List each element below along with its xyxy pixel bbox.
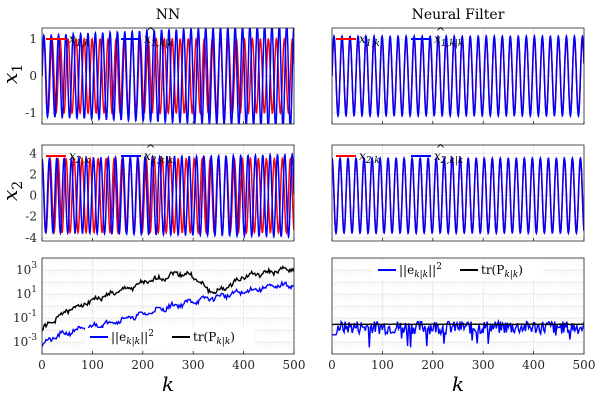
plot-area — [332, 33, 584, 119]
legend: x1,k x1,k|k^ — [336, 25, 463, 49]
y-tick-label: -4 — [25, 231, 37, 245]
legend-label: ||ek|k||2 — [399, 262, 442, 280]
hat-mark: ^ — [146, 142, 156, 156]
legend: ||ek|k||2 tr(Pk|k) — [85, 328, 255, 348]
x-tick-label: 400 — [232, 358, 255, 372]
x-tick-label: 100 — [81, 358, 104, 372]
panel-nn-x2: -4 -2 0 2 4 x2 x2,k x2,k|k^ — [0, 142, 295, 245]
axes-frame — [331, 27, 585, 125]
legend: ||ek|k||2 tr(Pk|k) — [373, 261, 543, 281]
panel-nn-x1: -1 0 1 NN x1 x1,k x1,k|k^ — [0, 7, 295, 125]
panel-nf-x2: x2,k x2,k|k^ — [331, 142, 585, 242]
x-tick-label: 200 — [131, 358, 154, 372]
plot-area — [42, 152, 294, 240]
y-tick-label: 0 — [29, 69, 37, 83]
plot-area — [42, 265, 294, 347]
x-axis-label: k — [162, 372, 174, 396]
axes-frame — [331, 257, 585, 355]
axes-frame — [41, 27, 295, 125]
series-estimate — [42, 152, 294, 240]
legend-label: x1,k|k — [144, 32, 173, 49]
plot-area — [42, 28, 294, 124]
legend: x2,k x2,k|k^ — [46, 142, 173, 166]
hat-mark: ^ — [146, 25, 156, 39]
panel-title: NN — [156, 7, 181, 23]
legend-bg — [85, 328, 255, 348]
y-tick-label: 1 — [29, 32, 37, 46]
y-axis-label: x2 — [0, 181, 26, 201]
y-tick-label: 10-1 — [13, 309, 37, 325]
x-tick-label: 400 — [522, 358, 545, 372]
legend-bg — [373, 261, 543, 281]
legend-label: x1,k — [359, 32, 380, 49]
series-true — [42, 36, 294, 116]
legend-label: tr(Pk|k) — [481, 263, 523, 280]
series-estimate — [42, 28, 294, 124]
legend: x1,k x1,k|k^ — [46, 25, 173, 49]
series-||e_k|k||^2 — [332, 318, 584, 348]
legend-label: x2,k|k — [434, 149, 463, 166]
series-tr(P_k|k) — [42, 265, 294, 332]
y-tick-label: 101 — [16, 285, 37, 301]
x-axis-label: k — [452, 372, 464, 396]
legend-label: tr(Pk|k) — [193, 330, 235, 347]
panel-nn-err: 10-3 10-1 101 103 0 100 200 300 400 500 k ||ek|k||2… — [13, 257, 306, 396]
y-tick-label: 0 — [29, 189, 37, 203]
series-estimate — [332, 155, 584, 236]
legend: x2,k x2,k|k^ — [336, 142, 463, 166]
y-tick-label: 10-3 — [13, 333, 37, 349]
x-tick-label: 500 — [283, 358, 306, 372]
y-tick-label: -2 — [25, 210, 37, 224]
y-tick-label: -1 — [25, 106, 37, 120]
legend-label: x2,k — [359, 149, 380, 166]
x-tick-label: 100 — [371, 358, 394, 372]
legend-label: x1,k — [69, 32, 90, 49]
plot-area — [332, 155, 584, 236]
hat-mark: ^ — [436, 142, 446, 156]
y-tick-label: 103 — [16, 261, 37, 277]
axes-frame — [41, 144, 295, 242]
y-tick-label: 2 — [29, 168, 37, 182]
axes-frame — [41, 257, 295, 355]
panel-nf-err: 0 100 200 300 400 500 k ||ek|k||2 tr(Pk|k) — [328, 257, 596, 396]
plot-area — [332, 318, 584, 348]
legend-label: x2,k|k — [144, 149, 173, 166]
legend-label: x1,k|k — [434, 32, 463, 49]
x-tick-label: 500 — [573, 358, 596, 372]
x-tick-label: 300 — [182, 358, 205, 372]
x-tick-label: 200 — [421, 358, 444, 372]
legend-label: ||ek|k||2 — [111, 329, 154, 347]
axes-frame — [331, 144, 585, 242]
series-estimate — [332, 33, 584, 119]
x-tick-label: 0 — [38, 358, 46, 372]
x-tick-label: 0 — [328, 358, 336, 372]
y-tick-label: 4 — [29, 146, 37, 160]
panel-nf-x1: Neural Filter x1,k x1,k|k^ — [331, 7, 585, 125]
hat-mark: ^ — [436, 25, 446, 39]
series-||e_k|k||^2 — [42, 279, 294, 347]
panel-title: Neural Filter — [412, 7, 505, 23]
legend-label: x2,k — [69, 149, 90, 166]
y-axis-label: x1 — [0, 64, 26, 84]
x-tick-label: 300 — [472, 358, 495, 372]
